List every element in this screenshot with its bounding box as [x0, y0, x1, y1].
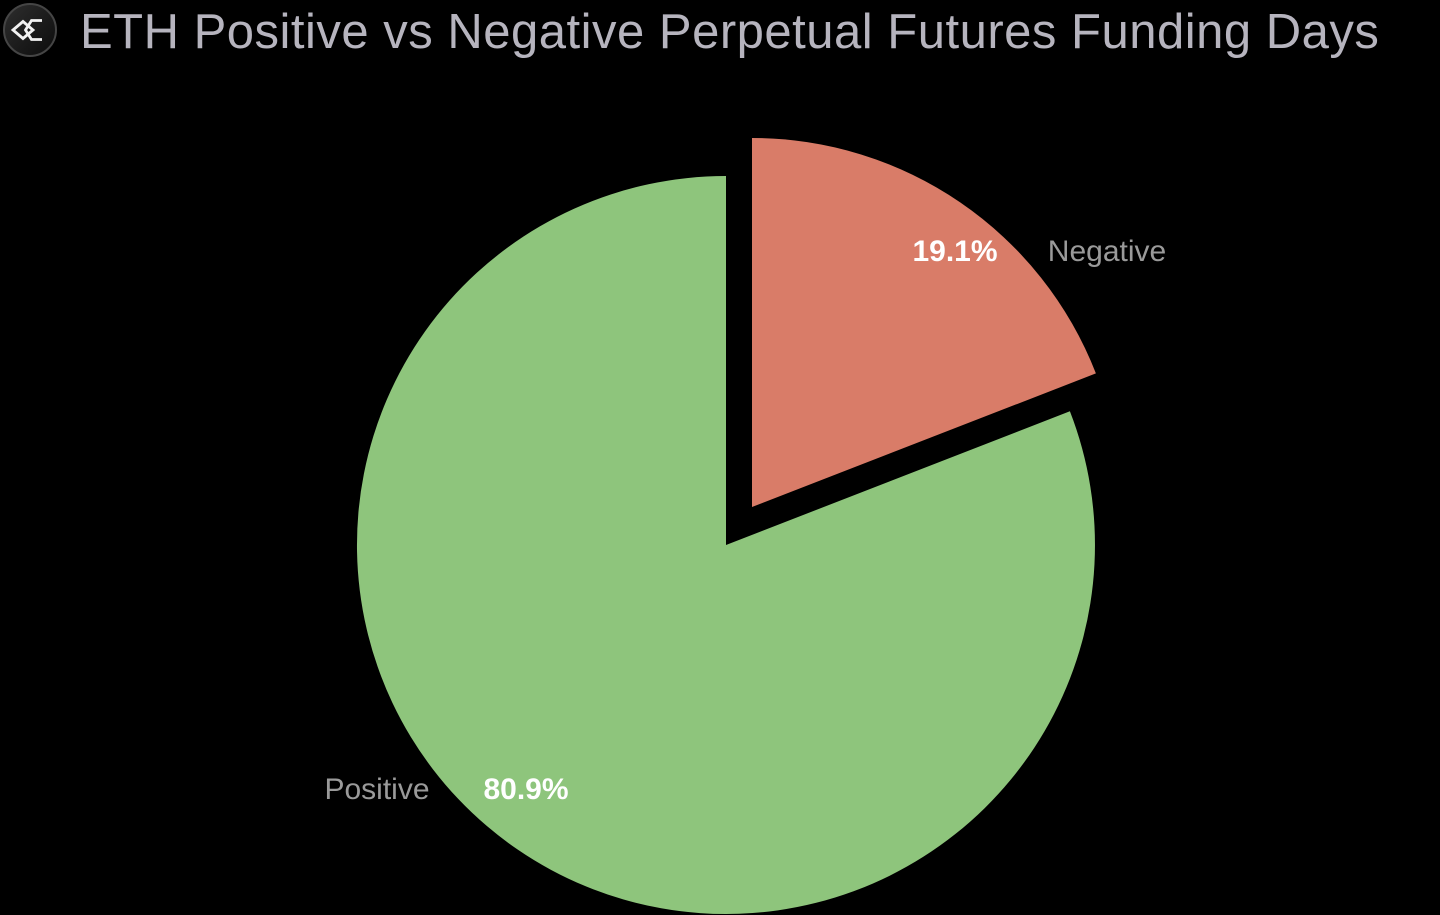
pie-slice-negative[interactable] [752, 138, 1096, 507]
brand-logo [3, 3, 57, 57]
sigma-diamond-icon [10, 19, 42, 41]
page-title: ETH Positive vs Negative Perpetual Futur… [80, 5, 1380, 59]
brand-logo-circle [3, 3, 57, 57]
header: ETH Positive vs Negative Perpetual Futur… [0, 0, 1440, 66]
pie-slice-positive[interactable] [356, 176, 1095, 914]
